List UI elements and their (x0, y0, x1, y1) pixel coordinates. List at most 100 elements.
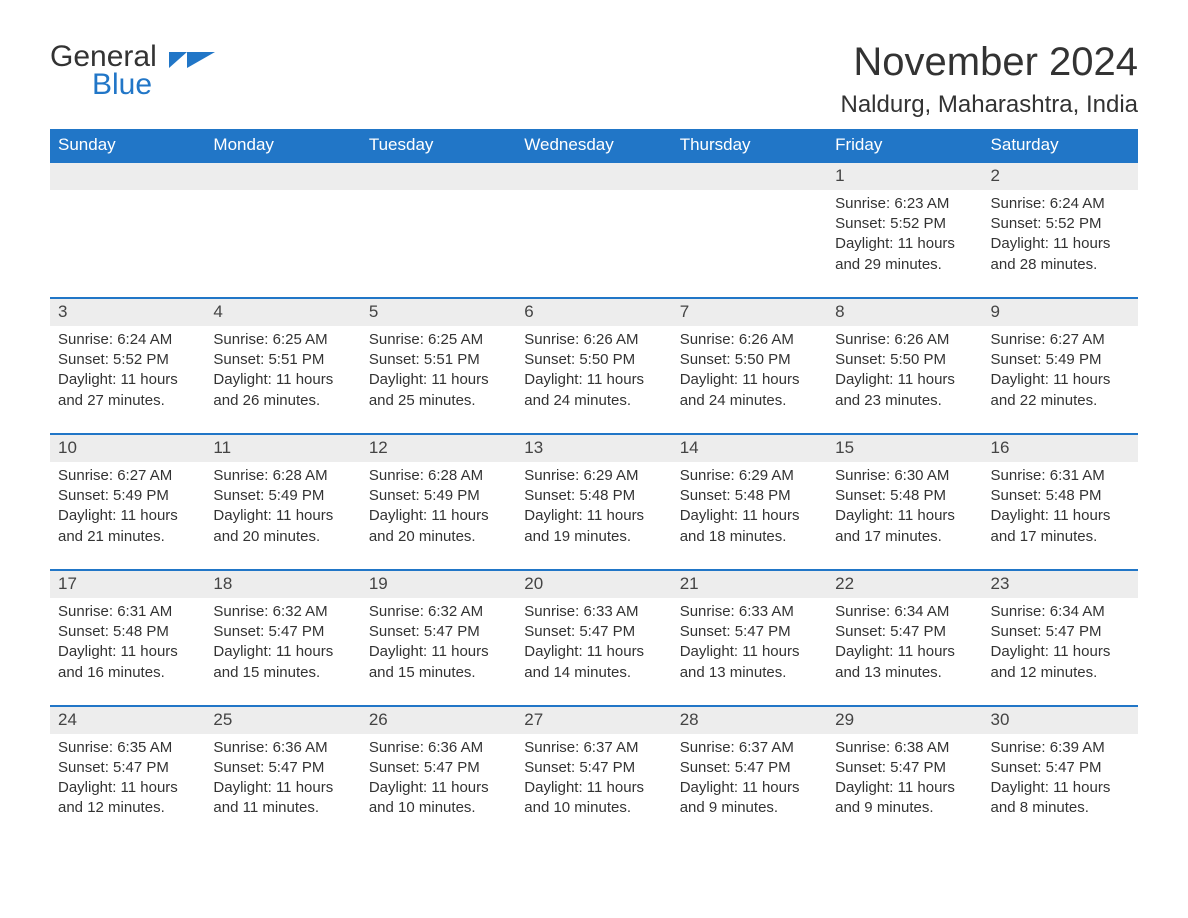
sunset-label: Sunset: (835, 487, 890, 504)
sunset-label: Sunset: (991, 759, 1046, 776)
day-number-cell: 25 (205, 706, 360, 734)
sunrise-value: 6:39 AM (1050, 739, 1105, 756)
sunrise-value: 6:31 AM (1050, 467, 1105, 484)
sunset-label: Sunset: (58, 623, 113, 640)
daylight-line: Daylight: 11 hours and 20 minutes. (213, 506, 352, 547)
daylight-label: Daylight: (58, 643, 121, 660)
day-number-cell (361, 162, 516, 190)
sunset-label: Sunset: (58, 351, 113, 368)
daylight-line: Daylight: 11 hours and 13 minutes. (680, 642, 819, 683)
day-number: 5 (369, 302, 378, 321)
sunset-value: 5:48 PM (890, 487, 946, 504)
sunset-line: Sunset: 5:48 PM (680, 486, 819, 506)
sunset-line: Sunset: 5:47 PM (213, 622, 352, 642)
daylight-line: Daylight: 11 hours and 20 minutes. (369, 506, 508, 547)
sunrise-line: Sunrise: 6:26 AM (835, 330, 974, 350)
brand-logo: General Blue (50, 40, 187, 102)
day-number: 7 (680, 302, 689, 321)
sunset-line: Sunset: 5:48 PM (524, 486, 663, 506)
daylight-label: Daylight: (524, 779, 587, 796)
day-info-cell: Sunrise: 6:24 AMSunset: 5:52 PMDaylight:… (983, 190, 1138, 298)
sunrise-label: Sunrise: (991, 739, 1050, 756)
sunset-label: Sunset: (524, 759, 579, 776)
day-info-cell: Sunrise: 6:24 AMSunset: 5:52 PMDaylight:… (50, 326, 205, 434)
day-number-cell: 19 (361, 570, 516, 598)
weekday-header: Sunday (50, 129, 205, 162)
sunrise-value: 6:29 AM (739, 467, 794, 484)
sunset-line: Sunset: 5:47 PM (680, 758, 819, 778)
day-number-cell: 20 (516, 570, 671, 598)
day-info-cell: Sunrise: 6:27 AMSunset: 5:49 PMDaylight:… (983, 326, 1138, 434)
day-number: 9 (991, 302, 1000, 321)
sunset-value: 5:47 PM (424, 623, 480, 640)
sunset-value: 5:47 PM (424, 759, 480, 776)
daylight-label: Daylight: (835, 507, 898, 524)
sunset-line: Sunset: 5:49 PM (213, 486, 352, 506)
day-number-cell (672, 162, 827, 190)
sunrise-line: Sunrise: 6:31 AM (58, 602, 197, 622)
sunset-label: Sunset: (991, 623, 1046, 640)
day-info-cell: Sunrise: 6:29 AMSunset: 5:48 PMDaylight:… (516, 462, 671, 570)
daynum-row: 17 18192021 22 23 (50, 570, 1138, 598)
sunrise-line: Sunrise: 6:31 AM (991, 466, 1130, 486)
daylight-label: Daylight: (680, 371, 743, 388)
sunset-value: 5:52 PM (113, 351, 169, 368)
sunrise-label: Sunrise: (991, 195, 1050, 212)
day-info-cell: Sunrise: 6:25 AMSunset: 5:51 PMDaylight:… (205, 326, 360, 434)
sunset-label: Sunset: (369, 351, 424, 368)
weekday-header: Friday (827, 129, 982, 162)
sunrise-line: Sunrise: 6:30 AM (835, 466, 974, 486)
sunrise-line: Sunrise: 6:33 AM (680, 602, 819, 622)
day-number: 28 (680, 710, 699, 729)
title-block: November 2024 Naldurg, Maharashtra, Indi… (841, 40, 1139, 119)
day-number: 3 (58, 302, 67, 321)
day-info-cell: Sunrise: 6:32 AMSunset: 5:47 PMDaylight:… (361, 598, 516, 706)
day-number: 22 (835, 574, 854, 593)
sunset-label: Sunset: (680, 623, 735, 640)
daylight-label: Daylight: (524, 507, 587, 524)
sunrise-line: Sunrise: 6:38 AM (835, 738, 974, 758)
sunset-value: 5:47 PM (735, 623, 791, 640)
day-info-cell: Sunrise: 6:33 AMSunset: 5:47 PMDaylight:… (516, 598, 671, 706)
day-info-cell: Sunrise: 6:35 AMSunset: 5:47 PMDaylight:… (50, 734, 205, 841)
sunrise-value: 6:27 AM (117, 467, 172, 484)
sunrise-value: 6:33 AM (583, 603, 638, 620)
day-number-cell: 18 (205, 570, 360, 598)
day-number-cell: 21 (672, 570, 827, 598)
day-number-cell: 3 (50, 298, 205, 326)
sunrise-line: Sunrise: 6:37 AM (524, 738, 663, 758)
day-number: 26 (369, 710, 388, 729)
day-number: 24 (58, 710, 77, 729)
sunset-value: 5:50 PM (579, 351, 635, 368)
daylight-label: Daylight: (991, 371, 1054, 388)
day-number-cell: 23 (983, 570, 1138, 598)
sunset-label: Sunset: (680, 759, 735, 776)
month-title: November 2024 (841, 40, 1139, 85)
sunset-label: Sunset: (369, 623, 424, 640)
sunset-line: Sunset: 5:47 PM (369, 622, 508, 642)
sunset-value: 5:52 PM (1046, 215, 1102, 232)
sunset-label: Sunset: (835, 215, 890, 232)
sunset-line: Sunset: 5:47 PM (524, 758, 663, 778)
daylight-label: Daylight: (213, 507, 276, 524)
sunrise-value: 6:26 AM (739, 331, 794, 348)
sunset-value: 5:47 PM (268, 759, 324, 776)
sunset-label: Sunset: (369, 759, 424, 776)
sunset-label: Sunset: (991, 487, 1046, 504)
daynum-row: 24252627282930 (50, 706, 1138, 734)
sunset-line: Sunset: 5:47 PM (991, 758, 1130, 778)
day-number-cell: 27 (516, 706, 671, 734)
day-number-cell: 29 (827, 706, 982, 734)
sunset-line: Sunset: 5:47 PM (58, 758, 197, 778)
day-number-cell: 14 (672, 434, 827, 462)
daylight-line: Daylight: 11 hours and 19 minutes. (524, 506, 663, 547)
day-info-cell: Sunrise: 6:31 AMSunset: 5:48 PMDaylight:… (50, 598, 205, 706)
day-number: 17 (58, 574, 77, 593)
sunrise-value: 6:28 AM (428, 467, 483, 484)
sunset-label: Sunset: (213, 623, 268, 640)
sunset-value: 5:47 PM (735, 759, 791, 776)
daylight-label: Daylight: (680, 643, 743, 660)
daylight-line: Daylight: 11 hours and 24 minutes. (680, 370, 819, 411)
sunrise-value: 6:32 AM (273, 603, 328, 620)
info-row: Sunrise: 6:24 AMSunset: 5:52 PMDaylight:… (50, 326, 1138, 434)
